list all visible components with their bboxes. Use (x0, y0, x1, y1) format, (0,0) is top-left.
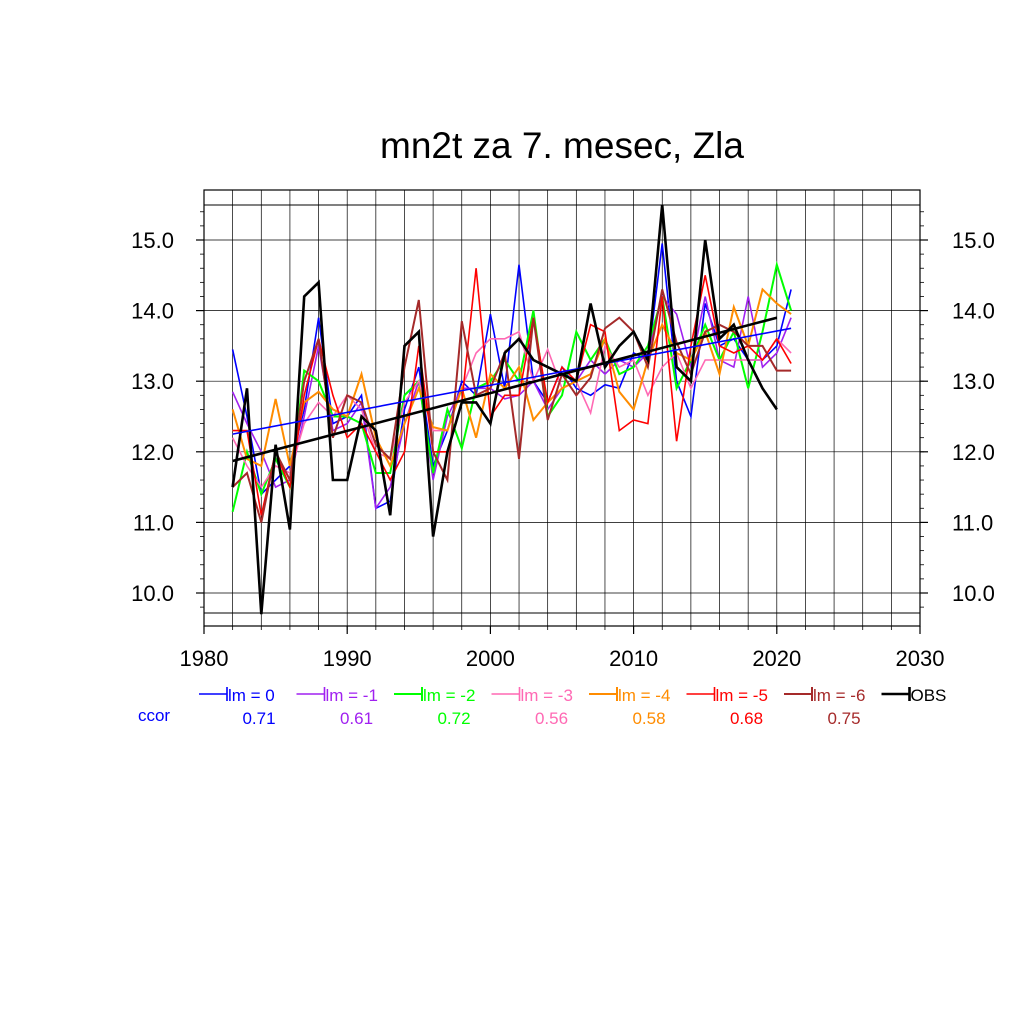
y-tick-label-right: 14.0 (952, 299, 995, 324)
x-tick-label: 2030 (896, 646, 945, 671)
x-tick-label: 2010 (609, 646, 658, 671)
x-axis: 1980 1990 2000 2010 2020 2030 (180, 626, 945, 671)
x-tick-label: 2000 (466, 646, 515, 671)
legend-label: lm = -4 (618, 686, 670, 705)
trend-line-0 (232, 327, 792, 435)
ccor-value: 0.68 (730, 709, 763, 728)
legend-label: lm = -5 (716, 686, 768, 705)
ccor-value: 0.61 (340, 709, 373, 728)
y-tick-label: 10.0 (131, 581, 174, 606)
ccor-value: 0.75 (827, 709, 860, 728)
legend-label: lm = -3 (521, 686, 573, 705)
legend-label: lm = -1 (326, 686, 378, 705)
y-tick-label-right: 12.0 (952, 440, 995, 465)
x-tick-label: 1990 (323, 646, 372, 671)
ccor-label: ccor (138, 706, 170, 725)
ccor-value: 0.71 (242, 709, 275, 728)
legend-label: lm = -6 (813, 686, 865, 705)
ccor-value: 0.58 (632, 709, 665, 728)
trend-line-1 (232, 316, 778, 463)
y-tick-label-right: 15.0 (952, 228, 995, 253)
y-tick-label-right: 10.0 (952, 581, 995, 606)
legend: ccor lm = 0 0.71 lm = -1 0.61 lm = -2 0.72 lm =… (138, 686, 946, 728)
y-axis: 10.0 10.0 11.0 11.0 12.0 12.0 13.0 13.0 14.0 14.0… (131, 211, 995, 608)
series-layer (231, 204, 793, 615)
series-line-3 (231, 330, 792, 489)
plot-border (203, 189, 921, 627)
y-tick-label-right: 13.0 (952, 369, 995, 394)
legend-label: lm = 0 (228, 686, 275, 705)
legend-label: lm = -2 (423, 686, 475, 705)
ccor-value: 0.72 (437, 709, 470, 728)
x-tick-label: 2020 (752, 646, 801, 671)
grid (204, 190, 920, 626)
legend-label: OBS (911, 686, 947, 705)
x-tick-label: 1980 (180, 646, 229, 671)
plot-frame (203, 189, 921, 627)
ccor-value: 0.56 (535, 709, 568, 728)
y-tick-label: 11.0 (133, 510, 174, 535)
y-tick-label-right: 11.0 (952, 510, 993, 535)
y-tick-label: 15.0 (131, 228, 174, 253)
chart-title: mn2t za 7. mesec, Zla (380, 125, 744, 166)
y-tick-label: 14.0 (131, 299, 174, 324)
series-line-7 (231, 204, 778, 615)
y-tick-label: 12.0 (131, 440, 174, 465)
y-tick-label: 13.0 (131, 369, 174, 394)
